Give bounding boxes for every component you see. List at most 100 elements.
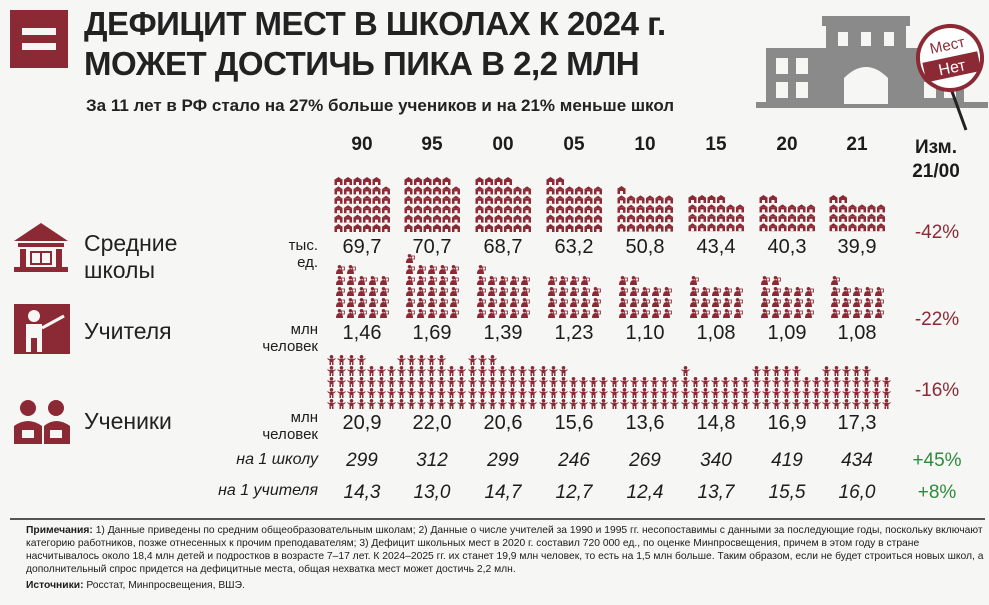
teacher-pictogram-unit — [558, 287, 568, 296]
student-pictogram-unit — [741, 399, 750, 409]
pictogram-student-05 — [539, 366, 608, 409]
student-pictogram-unit — [842, 399, 851, 409]
sources-line: Источники: Росстат, Минпросвещения, ВШЭ. — [10, 579, 985, 592]
student-pictogram-unit — [782, 377, 791, 387]
value-school-20: 40,3 — [767, 236, 807, 258]
student-pictogram-unit — [327, 355, 336, 365]
value-school-10: 50,8 — [625, 236, 665, 258]
student-pictogram-unit — [731, 377, 740, 387]
school-pictogram-unit — [687, 195, 697, 204]
student-pictogram-unit — [367, 388, 376, 398]
teacher-pictogram-unit — [476, 298, 486, 307]
ratio-per-school-15: 340 — [700, 450, 732, 471]
student-pictogram-unit — [842, 377, 851, 387]
teacher-pictogram-unit — [449, 287, 459, 296]
value-school-05: 63,2 — [554, 236, 594, 258]
pictogram-teacher-20 — [760, 276, 814, 318]
school-pictogram-unit — [371, 223, 381, 232]
pictogram-school-21 — [828, 195, 885, 232]
student-pictogram-unit — [437, 355, 446, 365]
school-pictogram-unit — [333, 195, 343, 204]
student-pictogram-unit — [417, 399, 426, 409]
school-pictogram-unit — [413, 185, 422, 194]
teacher-pictogram-unit — [852, 287, 862, 296]
student-pictogram-unit — [377, 366, 386, 376]
school-pictogram-unit — [725, 223, 735, 232]
teacher-pictogram-unit — [416, 265, 426, 274]
teacher-pictogram-unit — [830, 276, 840, 285]
school-pictogram-unit — [413, 176, 422, 185]
pictogram-teacher-10 — [618, 276, 672, 318]
school-pictogram-unit — [503, 214, 512, 223]
school-pictogram-unit — [512, 214, 522, 223]
school-pictogram-unit — [555, 176, 564, 185]
school-pictogram-unit — [716, 214, 725, 223]
pictogram-student-10 — [610, 377, 679, 409]
school-pictogram-unit — [564, 223, 574, 232]
school-pictogram-unit — [512, 195, 522, 204]
student-pictogram-unit — [508, 399, 517, 409]
school-pictogram-unit — [583, 195, 593, 204]
pictogram-teacher-15 — [689, 276, 743, 318]
teacher-pictogram-unit — [863, 309, 873, 318]
school-pictogram-unit — [381, 214, 390, 223]
teacher-pictogram-unit — [520, 276, 530, 285]
student-pictogram-unit — [812, 377, 821, 387]
pictogram-student-00 — [468, 355, 537, 409]
student-pictogram-unit — [549, 377, 558, 387]
year-label-95: 95 — [421, 134, 443, 155]
student-pictogram-unit — [640, 399, 649, 409]
school-pictogram-unit — [725, 214, 735, 223]
student-pictogram-unit — [539, 377, 548, 387]
teacher-pictogram-unit — [346, 309, 356, 318]
student-pictogram-unit — [337, 388, 346, 398]
value-student-15: 14,8 — [696, 412, 736, 434]
student-pictogram-unit — [337, 366, 346, 376]
school-pictogram-unit — [735, 214, 744, 223]
school-pictogram-unit — [545, 214, 555, 223]
teacher-pictogram-unit — [357, 287, 367, 296]
student-pictogram-unit — [852, 388, 861, 398]
school-pictogram-unit — [333, 185, 343, 194]
pictogram-teacher-90 — [335, 265, 389, 318]
school-pictogram-unit — [847, 214, 857, 223]
school-pictogram-unit — [403, 223, 413, 232]
school-pictogram-unit — [876, 223, 885, 232]
school-pictogram-unit — [512, 185, 522, 194]
teacher-pictogram-unit — [841, 298, 851, 307]
teacher-pictogram-unit — [509, 276, 519, 285]
school-pictogram-unit — [583, 185, 593, 194]
school-pictogram-unit — [796, 223, 806, 232]
school-pictogram-unit — [768, 195, 777, 204]
teacher-pictogram-unit — [487, 276, 497, 285]
school-pictogram-unit — [593, 223, 602, 232]
school-pictogram-unit — [806, 214, 815, 223]
value-teacher-05: 1,23 — [554, 322, 594, 344]
pictogram-school-10 — [616, 186, 673, 232]
student-pictogram-unit — [478, 366, 487, 376]
school-pictogram-unit — [828, 204, 838, 213]
teacher-pictogram-unit — [357, 276, 367, 285]
teacher-pictogram-unit — [547, 287, 557, 296]
school-pictogram-unit — [381, 223, 390, 232]
school-pictogram-unit — [545, 185, 555, 194]
student-pictogram-unit — [640, 377, 649, 387]
student-pictogram-unit — [559, 377, 568, 387]
student-pictogram-unit — [427, 366, 436, 376]
school-pictogram-unit — [371, 214, 381, 223]
teacher-pictogram-unit — [700, 309, 710, 318]
school-pictogram-unit — [333, 223, 343, 232]
teacher-pictogram-unit — [335, 298, 345, 307]
ratio-per-school-95: 312 — [416, 450, 448, 471]
school-pictogram-unit — [371, 176, 381, 185]
pictogram-teacher-05 — [547, 276, 601, 318]
school-pictogram-unit — [343, 204, 352, 213]
student-pictogram-unit — [447, 388, 456, 398]
school-pictogram-unit — [352, 176, 362, 185]
student-pictogram-unit — [407, 355, 416, 365]
student-pictogram-unit — [447, 366, 456, 376]
teacher-pictogram-unit — [804, 298, 814, 307]
school-pictogram-unit — [484, 195, 493, 204]
teacher-pictogram-unit — [733, 309, 743, 318]
student-pictogram-unit — [539, 399, 548, 409]
